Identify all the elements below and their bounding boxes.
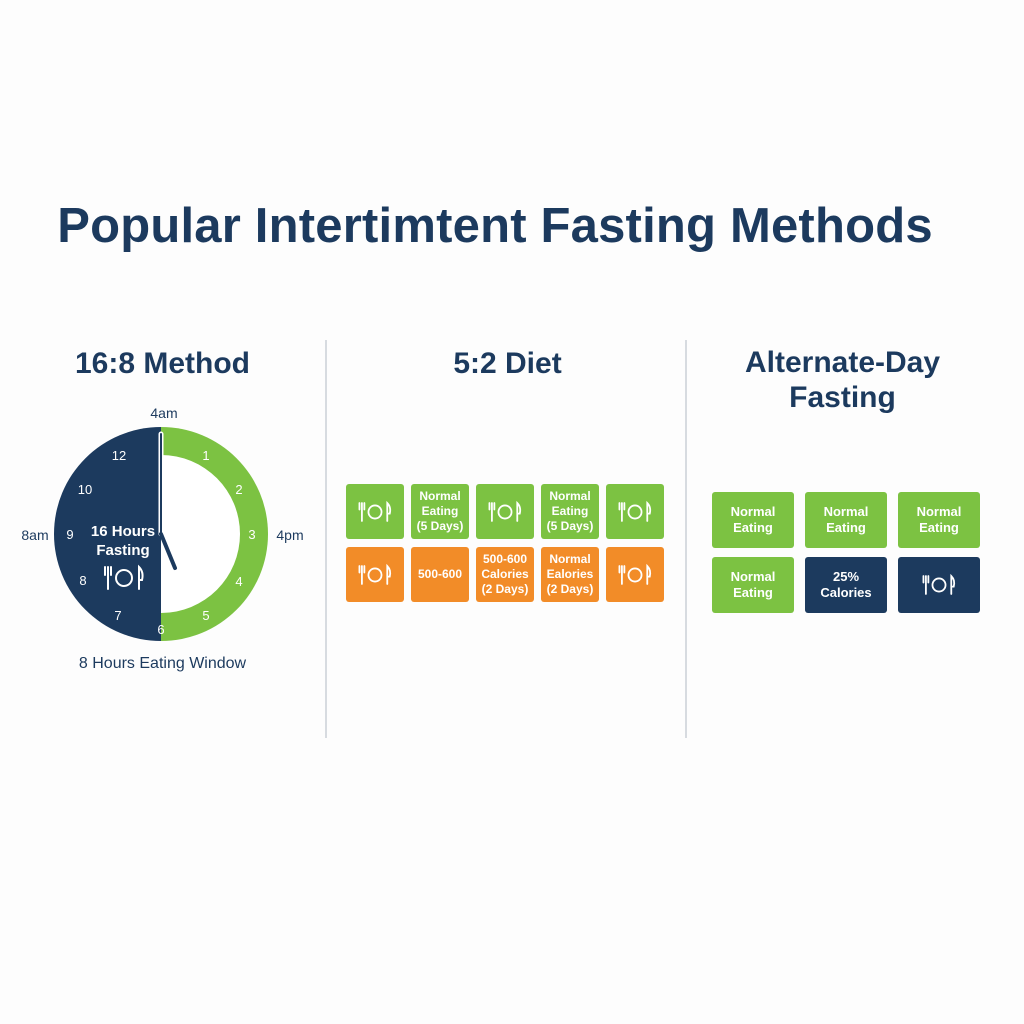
meal-icon-tile (346, 547, 404, 602)
meal-icon-tile (606, 547, 664, 602)
eating-window-inner (161, 455, 240, 613)
schedule-tile-label: 500-600 Calories (2 Days) (481, 552, 529, 596)
clock-number: 9 (66, 527, 73, 542)
schedule-tile: Normal Eating (712, 492, 794, 548)
schedule-tile-label: Normal Eating (5 Days) (546, 489, 594, 533)
clock-number: 4 (235, 574, 242, 589)
schedule-tile: Normal Eating (5 Days) (411, 484, 469, 539)
schedule-tile-label: 25% Calories (820, 569, 872, 600)
clock-number: 3 (248, 527, 255, 542)
clock-number: 5 (202, 608, 209, 623)
schedule-tile-label: Normal Eating (823, 504, 869, 535)
clock-number: 2 (235, 482, 242, 497)
clock-number: 10 (78, 482, 92, 497)
fork-plate-knife-icon (618, 500, 652, 522)
fork-plate-knife-icon (358, 500, 392, 522)
fasting-half (54, 427, 161, 641)
eating-window-caption: 8 Hours Eating Window (78, 655, 247, 672)
fork-plate-knife-icon (488, 500, 522, 522)
schedule-tile-label: Normal Eating (730, 569, 776, 600)
schedule-tile: Normal Eating (712, 557, 794, 613)
fork-plate-knife-icon (358, 563, 392, 585)
schedule-tile-label: Normal Eating (730, 504, 776, 535)
fork-plate-knife-icon (104, 564, 144, 590)
time-label-left: 8am (21, 527, 48, 543)
time-label-top: 4am (150, 405, 177, 421)
page-title: Popular Intertimtent Fasting Methods (57, 199, 933, 253)
time-label-right: 4pm (276, 527, 303, 543)
fasting-label-line: 16 Hours (91, 523, 155, 540)
hour-hand (159, 532, 177, 570)
column-divider (325, 340, 327, 738)
schedule-tile: Normal Eating (5 Days) (541, 484, 599, 539)
fasting-label: 16 Hours Fasting (91, 523, 155, 559)
schedule-tile-label: 500-600 (417, 567, 463, 581)
fasting-clock: 12 1 2 3 4 5 6 7 8 9 10 4am 8am 4pm 16 H… (21, 405, 304, 641)
fork-plate-knife-icon (922, 573, 956, 595)
method-16-8-title: 16:8 Method (74, 347, 251, 380)
fork-plate-knife-icon (618, 563, 652, 585)
meal-icon-tile (346, 484, 404, 539)
column-divider (685, 340, 687, 738)
diet-5-2-title: 5:2 Diet (453, 347, 562, 380)
schedule-tile-label: Normal Ealories (2 Days) (546, 552, 594, 596)
schedule-tile: 500-600 Calories (2 Days) (476, 547, 534, 602)
schedule-tile-label: Normal Eating (916, 504, 962, 535)
alternate-day-title: Alternate-Day Fasting (744, 346, 941, 414)
schedule-tile: Normal Eating (805, 492, 887, 548)
schedule-tile: Normal Ealories (2 Days) (541, 547, 599, 602)
schedule-tile: Normal Eating (898, 492, 980, 548)
meal-icon-tile (898, 557, 980, 613)
clock-number: 7 (114, 608, 121, 623)
schedule-tile-label: Normal Eating (5 Days) (416, 489, 464, 533)
meal-icon-tile (476, 484, 534, 539)
clock-number: 6 (157, 622, 164, 637)
schedule-tile: 500-600 (411, 547, 469, 602)
meal-icon-tile (606, 484, 664, 539)
clock-number: 8 (79, 573, 86, 588)
fasting-label-line: Fasting (96, 542, 149, 559)
clock-number: 12 (112, 448, 126, 463)
clock-number: 1 (202, 448, 209, 463)
schedule-tile: 25% Calories (805, 557, 887, 613)
